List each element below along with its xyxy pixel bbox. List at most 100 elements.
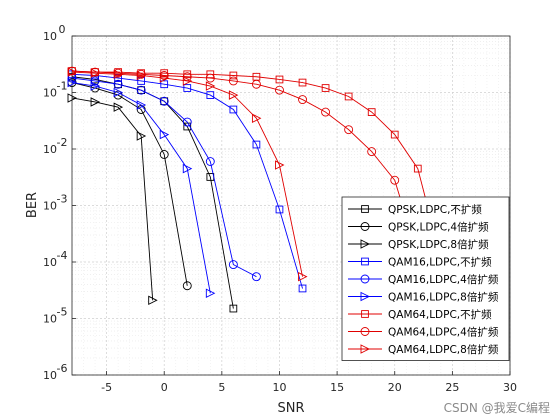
data-point — [298, 271, 308, 282]
legend-item: QAM64,LDPC,不扩频 — [348, 308, 492, 321]
data-point — [67, 77, 78, 88]
x-tick-label: 25 — [445, 381, 459, 394]
data-point — [182, 117, 192, 127]
data-point — [275, 85, 284, 95]
series-line — [71, 77, 257, 278]
y-tick-label: 10 — [43, 313, 57, 326]
data-point — [251, 113, 262, 123]
data-point — [228, 76, 238, 86]
legend-label: QAM64,LDPC,4倍扩频 — [388, 326, 499, 339]
data-point — [344, 92, 353, 101]
data-point — [90, 97, 101, 107]
data-point — [90, 68, 101, 78]
y-tick-label: 10 — [43, 143, 57, 156]
data-point — [251, 272, 261, 282]
series-line — [71, 73, 303, 289]
data-point — [137, 69, 146, 78]
data-point — [159, 129, 170, 140]
legend-swatch-marker — [360, 291, 371, 302]
legend-item: QAM16,LDPC,4倍扩频 — [348, 273, 499, 286]
x-tick-label: 10 — [272, 381, 286, 394]
data-point — [159, 150, 169, 159]
x-tick-label: 0 — [161, 381, 168, 394]
data-point — [390, 130, 399, 139]
y-tick-label: 10 — [43, 369, 57, 382]
legend-label: QPSK,LDPC,4倍扩频 — [388, 221, 489, 234]
data-point — [298, 95, 307, 105]
data-point — [229, 71, 238, 80]
series-line — [71, 97, 154, 301]
y-tick-exponent: -4 — [57, 249, 68, 262]
data-point — [183, 122, 192, 131]
legend-item: QAM16,LDPC,8倍扩频 — [348, 291, 499, 304]
data-point — [321, 107, 331, 117]
y-tick-exponent: -6 — [57, 362, 68, 375]
legend-label: QAM16,LDPC,4倍扩频 — [388, 273, 499, 286]
data-point — [275, 75, 284, 84]
data-point — [298, 284, 307, 293]
data-point — [413, 164, 422, 173]
data-point — [229, 304, 238, 313]
data-point — [205, 81, 216, 91]
data-point — [90, 81, 101, 91]
y-tick-exponent: -5 — [57, 306, 68, 319]
data-point — [205, 288, 216, 298]
data-point — [137, 86, 146, 95]
legend-label: QAM64,LDPC,8倍扩频 — [388, 343, 499, 356]
series-line — [71, 70, 419, 256]
data-point — [251, 79, 261, 89]
data-point — [114, 80, 122, 89]
data-point — [159, 96, 169, 106]
y-tick-label: 10 — [43, 256, 57, 269]
legend-label: QPSK,LDPC,不扩频 — [388, 203, 482, 216]
legend-swatch-marker — [360, 274, 370, 284]
legend-swatch-marker — [360, 344, 371, 354]
legend-swatch-marker — [360, 239, 371, 249]
data-point — [113, 79, 123, 89]
data-point — [113, 102, 124, 112]
data-point — [160, 97, 169, 106]
legend-item: QPSK,LDPC,4倍扩频 — [348, 221, 489, 234]
data-point — [136, 100, 147, 110]
data-point — [136, 85, 146, 95]
legend-item: QAM16,LDPC,不扩频 — [348, 256, 492, 269]
series-3 — [67, 93, 158, 306]
data-point — [136, 70, 147, 81]
data-point — [229, 105, 238, 114]
data-point — [228, 90, 239, 100]
legend-item: QAM64,LDPC,8倍扩频 — [348, 343, 499, 356]
data-point — [148, 295, 158, 306]
data-point — [183, 84, 192, 92]
data-point — [136, 131, 147, 141]
y-tick-exponent: -2 — [57, 136, 68, 149]
series-line — [71, 71, 303, 277]
series-line — [71, 70, 442, 258]
data-point — [275, 205, 284, 214]
legend-label: QPSK,LDPC,8倍扩频 — [388, 238, 489, 251]
watermark: CSDN @我爱C编程 — [443, 401, 550, 415]
data-point — [252, 140, 261, 149]
data-point — [367, 147, 377, 157]
data-point — [67, 67, 78, 77]
x-tick-label: 30 — [503, 381, 517, 394]
data-point — [159, 73, 170, 83]
legend-item: QAM64,LDPC,4倍扩频 — [348, 326, 499, 339]
legend-swatch-marker — [360, 222, 370, 231]
series-line — [71, 82, 211, 294]
data-point — [113, 69, 124, 80]
legend-label: QAM16,LDPC,8倍扩频 — [388, 291, 499, 304]
data-point — [114, 68, 122, 76]
x-tick-label: 20 — [388, 381, 402, 394]
data-point — [113, 87, 124, 98]
legend-swatch-marker — [361, 205, 369, 213]
data-point — [67, 93, 78, 103]
y-tick-exponent: -3 — [57, 193, 68, 206]
x-tick-label: 5 — [218, 381, 225, 394]
data-point — [298, 78, 307, 87]
legend-item: QPSK,LDPC,8倍扩频 — [348, 238, 489, 251]
legend-swatch-marker — [361, 257, 369, 266]
series-layer — [67, 66, 445, 313]
series-4 — [68, 70, 307, 293]
x-tick-label: 15 — [330, 381, 344, 394]
